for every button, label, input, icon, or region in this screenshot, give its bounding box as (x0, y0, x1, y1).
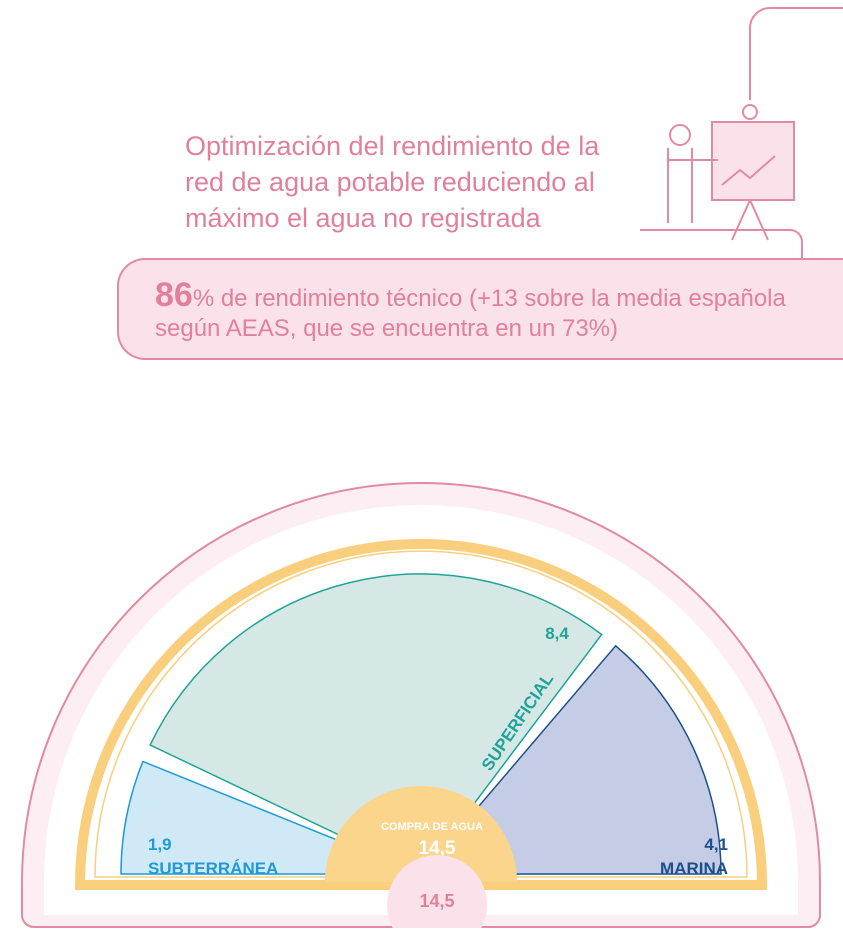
highlight-box (117, 258, 843, 360)
total-value: 14,5 (419, 891, 454, 911)
center-circle (325, 786, 517, 882)
wedge (149, 573, 603, 875)
wedge (419, 644, 722, 875)
header-text: Optimización del rendimiento de la red d… (185, 131, 600, 233)
center-label: COMPRA DE AGUA (381, 821, 483, 833)
total-circle (387, 855, 487, 939)
highlight: 86% de rendimiento técnico (+13 sobre la… (155, 278, 805, 344)
category-label: MARINA (660, 859, 728, 878)
bottom-cover (0, 928, 843, 939)
highlight-text: % de rendimiento técnico (+13 sobre la m… (155, 285, 786, 342)
presenter-icon (640, 7, 843, 258)
value-label: 8,4 (545, 624, 569, 643)
value-label: 1,9 (148, 835, 172, 854)
category-label: SUBTERRÁNEA (148, 859, 278, 878)
center-value: 14,5 (419, 838, 456, 859)
highlight-number: 86 (155, 276, 193, 314)
value-label: 4,1 (704, 835, 728, 854)
